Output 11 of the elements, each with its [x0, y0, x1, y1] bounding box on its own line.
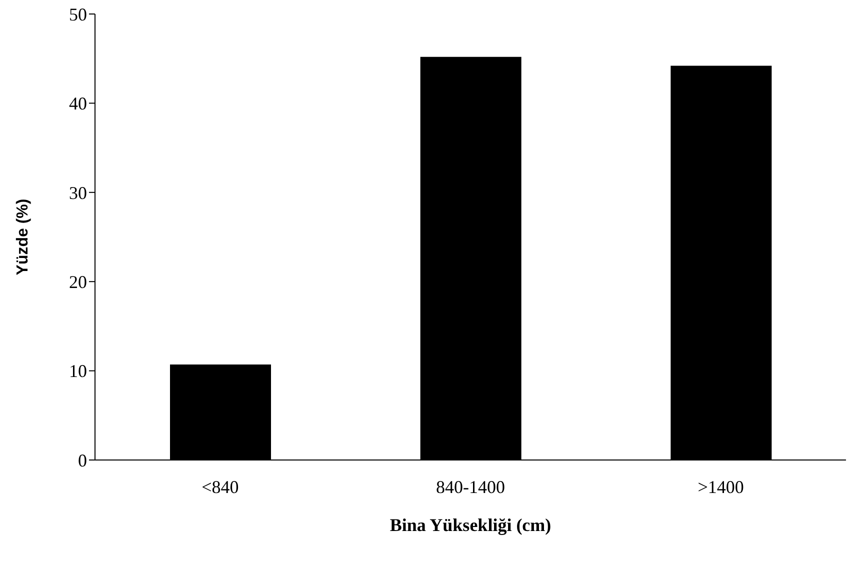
- y-tick-label: 50: [69, 4, 87, 24]
- x-tick-label: <840: [202, 476, 239, 497]
- x-tick-label: 840-1400: [436, 476, 505, 497]
- y-tick-label: 10: [69, 361, 87, 382]
- y-tick-label: 20: [69, 272, 87, 292]
- y-tick-label: 30: [69, 182, 87, 203]
- x-axis-title: Bina Yüksekliği (cm): [390, 515, 552, 535]
- x-tick-label: >1400: [698, 476, 744, 497]
- y-tick-label: 0: [78, 450, 87, 470]
- y-axis-title: Yüzde (%): [14, 198, 32, 276]
- y-tick-label: 40: [69, 94, 87, 114]
